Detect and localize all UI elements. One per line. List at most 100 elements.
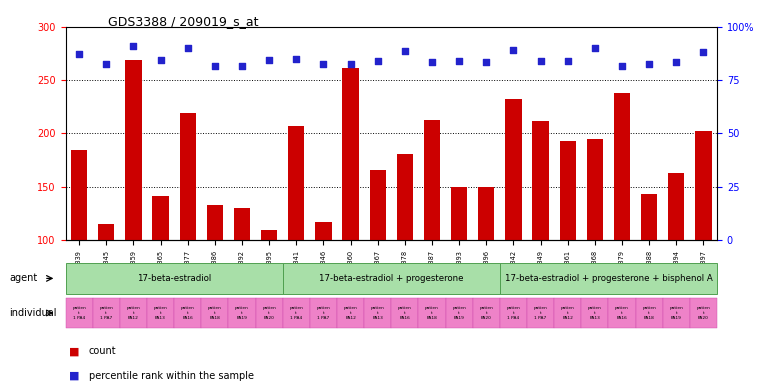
Point: [236, 63, 248, 70]
Bar: [283, 263, 500, 294]
Point: [534, 58, 547, 64]
Bar: [554, 298, 581, 328]
Bar: [66, 298, 93, 328]
Point: [453, 58, 466, 64]
Bar: [397, 154, 413, 346]
Point: [643, 61, 655, 67]
Point: [372, 58, 384, 64]
Bar: [635, 298, 663, 328]
Point: [290, 56, 302, 62]
Bar: [283, 298, 310, 328]
Bar: [451, 187, 467, 346]
Bar: [533, 121, 549, 346]
Bar: [663, 298, 690, 328]
Text: patien
t
1 PA4: patien t 1 PA4: [289, 306, 303, 319]
Text: percentile rank within the sample: percentile rank within the sample: [89, 371, 254, 381]
Bar: [500, 263, 717, 294]
Point: [670, 59, 682, 65]
Point: [263, 57, 275, 63]
Text: patien
t
1 PA7: patien t 1 PA7: [316, 306, 330, 319]
Point: [154, 57, 167, 63]
Bar: [125, 60, 142, 346]
Text: patien
t
1 PA7: patien t 1 PA7: [534, 306, 547, 319]
Bar: [342, 68, 359, 346]
Text: 17-beta-estradiol + progesterone: 17-beta-estradiol + progesterone: [319, 274, 463, 283]
Text: ■: ■: [69, 371, 80, 381]
Text: patien
t
PA16: patien t PA16: [615, 306, 629, 319]
Bar: [174, 298, 201, 328]
Bar: [228, 298, 255, 328]
Bar: [120, 298, 147, 328]
Text: patien
t
PA13: patien t PA13: [588, 306, 602, 319]
Text: count: count: [89, 346, 116, 356]
Bar: [71, 151, 87, 346]
Bar: [391, 298, 419, 328]
Text: patien
t
PA13: patien t PA13: [371, 306, 385, 319]
Text: individual: individual: [9, 308, 57, 318]
Text: patien
t
1 PA4: patien t 1 PA4: [72, 306, 86, 319]
Bar: [364, 298, 392, 328]
Bar: [255, 298, 283, 328]
Bar: [310, 298, 337, 328]
Text: patien
t
PA12: patien t PA12: [126, 306, 140, 319]
Point: [480, 59, 493, 65]
Bar: [560, 141, 576, 346]
Bar: [93, 298, 120, 328]
Point: [616, 63, 628, 70]
Bar: [66, 263, 283, 294]
Text: patien
t
PA20: patien t PA20: [696, 306, 710, 319]
Bar: [424, 119, 440, 346]
Bar: [473, 298, 500, 328]
Point: [73, 50, 86, 56]
Bar: [234, 208, 250, 346]
Point: [589, 45, 601, 51]
Bar: [337, 298, 364, 328]
Text: patien
t
PA13: patien t PA13: [153, 306, 167, 319]
Text: patien
t
PA19: patien t PA19: [453, 306, 466, 319]
Bar: [690, 298, 717, 328]
Bar: [147, 298, 174, 328]
Text: patien
t
PA18: patien t PA18: [208, 306, 222, 319]
Bar: [478, 187, 494, 346]
Point: [399, 48, 411, 55]
Point: [345, 61, 357, 67]
Bar: [419, 298, 446, 328]
Bar: [695, 131, 712, 346]
Text: patien
t
1 PA7: patien t 1 PA7: [99, 306, 113, 319]
Bar: [201, 298, 228, 328]
Point: [100, 61, 113, 67]
Bar: [207, 205, 223, 346]
Text: patien
t
PA12: patien t PA12: [344, 306, 358, 319]
Bar: [98, 224, 114, 346]
Bar: [668, 173, 685, 346]
Point: [561, 58, 574, 64]
Bar: [500, 298, 527, 328]
Point: [426, 59, 438, 65]
Bar: [288, 126, 305, 346]
Text: patien
t
PA19: patien t PA19: [235, 306, 249, 319]
Point: [181, 45, 194, 51]
Text: GDS3388 / 209019_s_at: GDS3388 / 209019_s_at: [108, 15, 258, 28]
Text: patien
t
PA16: patien t PA16: [180, 306, 194, 319]
Text: patien
t
PA20: patien t PA20: [480, 306, 493, 319]
Point: [507, 47, 520, 53]
Bar: [369, 170, 386, 346]
Bar: [180, 113, 196, 346]
Bar: [527, 298, 554, 328]
Text: patien
t
PA12: patien t PA12: [561, 306, 574, 319]
Text: patien
t
PA18: patien t PA18: [425, 306, 439, 319]
Text: patien
t
PA19: patien t PA19: [669, 306, 683, 319]
Text: 17-beta-estradiol + progesterone + bisphenol A: 17-beta-estradiol + progesterone + bisph…: [504, 274, 712, 283]
Bar: [446, 298, 473, 328]
Bar: [315, 222, 332, 346]
Point: [317, 61, 329, 67]
Text: patien
t
PA16: patien t PA16: [398, 306, 412, 319]
Bar: [614, 93, 630, 346]
Text: 17-beta-estradiol: 17-beta-estradiol: [137, 274, 211, 283]
Bar: [261, 230, 278, 346]
Bar: [641, 194, 658, 346]
Point: [209, 63, 221, 70]
Point: [127, 43, 140, 49]
Text: ■: ■: [69, 346, 80, 356]
Text: patien
t
PA20: patien t PA20: [262, 306, 276, 319]
